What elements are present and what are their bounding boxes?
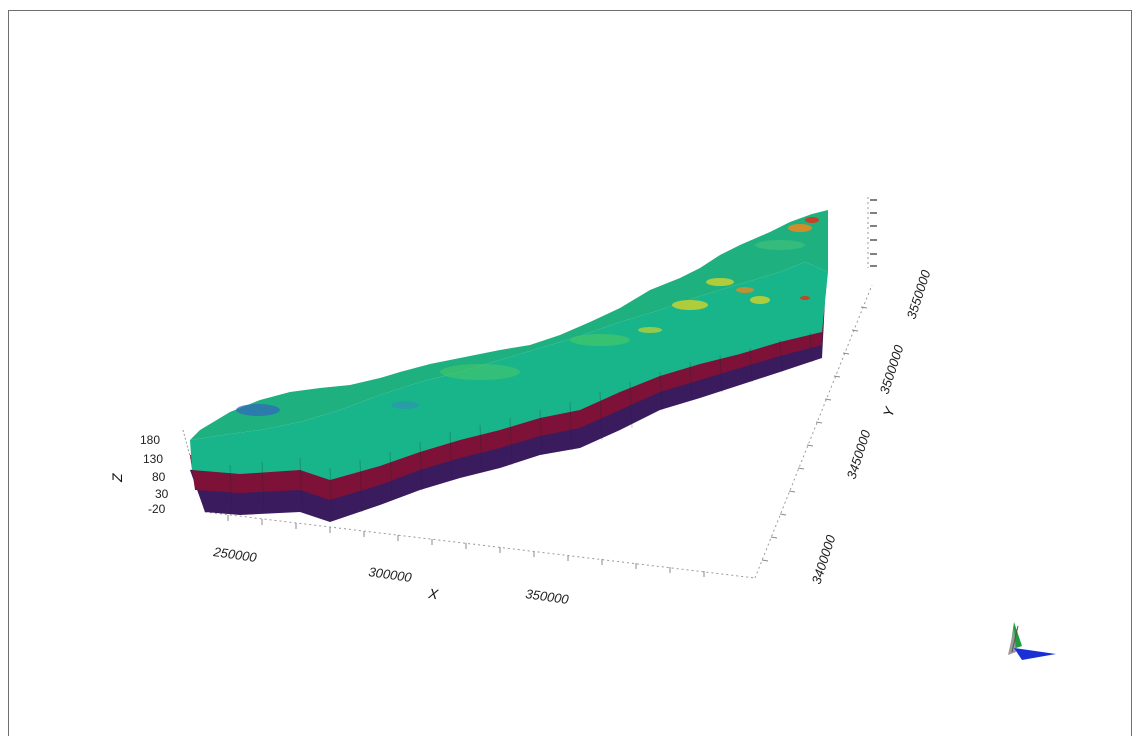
z-axis-title: Z [109, 473, 125, 483]
y-tick-label: 3500000 [877, 342, 907, 396]
orientation-widget[interactable] [1008, 622, 1056, 660]
layer-striations [229, 332, 813, 521]
x-axis-ticks [227, 515, 705, 577]
patch-red [805, 217, 819, 223]
patch-orange [788, 224, 812, 232]
axis-grid [182, 197, 873, 579]
z-tick-label: 80 [152, 470, 166, 484]
x-axis-line [204, 511, 756, 579]
y-tick-label: 3550000 [904, 267, 934, 321]
patch-blue [236, 404, 280, 416]
patch-light-3 [755, 240, 805, 250]
x-tick-label: 300000 [368, 564, 414, 585]
z-axis-right-ticks [870, 199, 877, 267]
x-axis: 250000 300000 350000 X [212, 544, 571, 607]
z-axis: Z 180 130 80 30 -20 [109, 433, 169, 516]
orientation-axis-line [1011, 625, 1019, 653]
surface-patches [236, 217, 819, 416]
x-tick-label: 350000 [525, 586, 571, 607]
patch-yellow-3 [750, 296, 770, 304]
patch-yellow-4 [638, 327, 662, 333]
orientation-z-arrow [1008, 628, 1016, 655]
x-axis-title: X [427, 585, 440, 602]
patch-light-2 [570, 334, 630, 346]
z-tick-label: 180 [140, 433, 160, 447]
orientation-x-arrow [1014, 648, 1056, 660]
geologic-model[interactable] [190, 210, 828, 522]
patch-red-2 [800, 296, 810, 300]
y-axis-title: Y [880, 404, 899, 419]
y-axis: 3400000 3450000 3500000 3550000 Y [809, 267, 934, 586]
patch-light [440, 364, 520, 380]
x-tick-label: 250000 [212, 544, 259, 565]
patch-blue-2 [391, 401, 419, 409]
patch-yellow [672, 300, 708, 310]
y-axis-ticks [761, 306, 868, 562]
y-tick-label: 3450000 [844, 427, 874, 481]
z-tick-label: -20 [148, 502, 166, 516]
patch-yellow-2 [706, 278, 734, 286]
top-surface [190, 210, 828, 440]
z-tick-label: 30 [155, 487, 169, 501]
patch-orange-2 [736, 287, 754, 293]
y-tick-label: 3400000 [809, 532, 839, 586]
z-tick-label: 130 [143, 452, 163, 466]
